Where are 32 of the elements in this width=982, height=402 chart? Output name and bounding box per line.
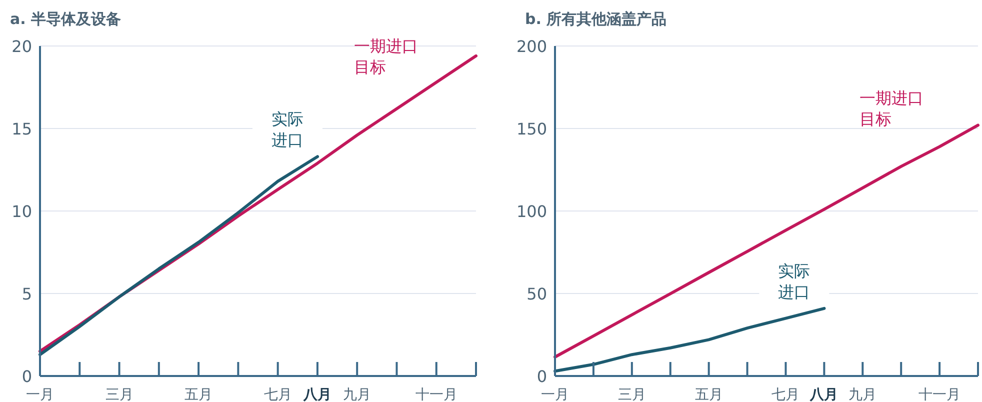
y-tick-label: 10: [12, 202, 32, 221]
x-tick-label: 九月: [848, 387, 877, 402]
y-tick-label: 200: [516, 37, 547, 56]
y-tick-label: 20: [12, 37, 32, 56]
chart-title: a. 半导体及设备: [10, 10, 122, 28]
series-label: 实际进口: [778, 261, 810, 302]
x-tick-label: 八月: [809, 387, 838, 402]
x-tick-label: 九月: [343, 387, 372, 402]
x-tick-label: 十一月: [918, 387, 961, 402]
x-tick-label: 一月: [26, 387, 54, 402]
x-tick-label: 五月: [184, 387, 213, 402]
y-tick-label: 50: [526, 284, 547, 304]
line-series: [38, 155, 319, 356]
series-label: 一期进口目标: [354, 36, 418, 76]
x-tick-label: 十一月: [415, 387, 458, 402]
y-tick-label: 0: [536, 367, 547, 386]
x-tick-label: 八月: [302, 387, 332, 402]
x-tick-label: 三月: [618, 387, 646, 402]
x-tick-label: 七月: [264, 387, 292, 402]
x-tick-label: 七月: [772, 387, 800, 402]
y-tick-label: 0: [22, 367, 32, 386]
chart-title: b. 所有其他涵盖产品: [525, 10, 667, 28]
y-tick-label: 15: [12, 120, 32, 138]
x-tick-label: 一月: [541, 387, 569, 402]
x-tick-label: 五月: [694, 387, 723, 402]
y-tick-label: 5: [22, 284, 32, 304]
series-label: 实际进口: [271, 110, 304, 150]
y-tick-label: 150: [516, 120, 547, 138]
y-tick-label: 100: [516, 202, 547, 221]
line-series: [554, 306, 826, 373]
x-tick-label: 三月: [105, 387, 134, 402]
series-label: 一期进口目标: [860, 88, 924, 129]
